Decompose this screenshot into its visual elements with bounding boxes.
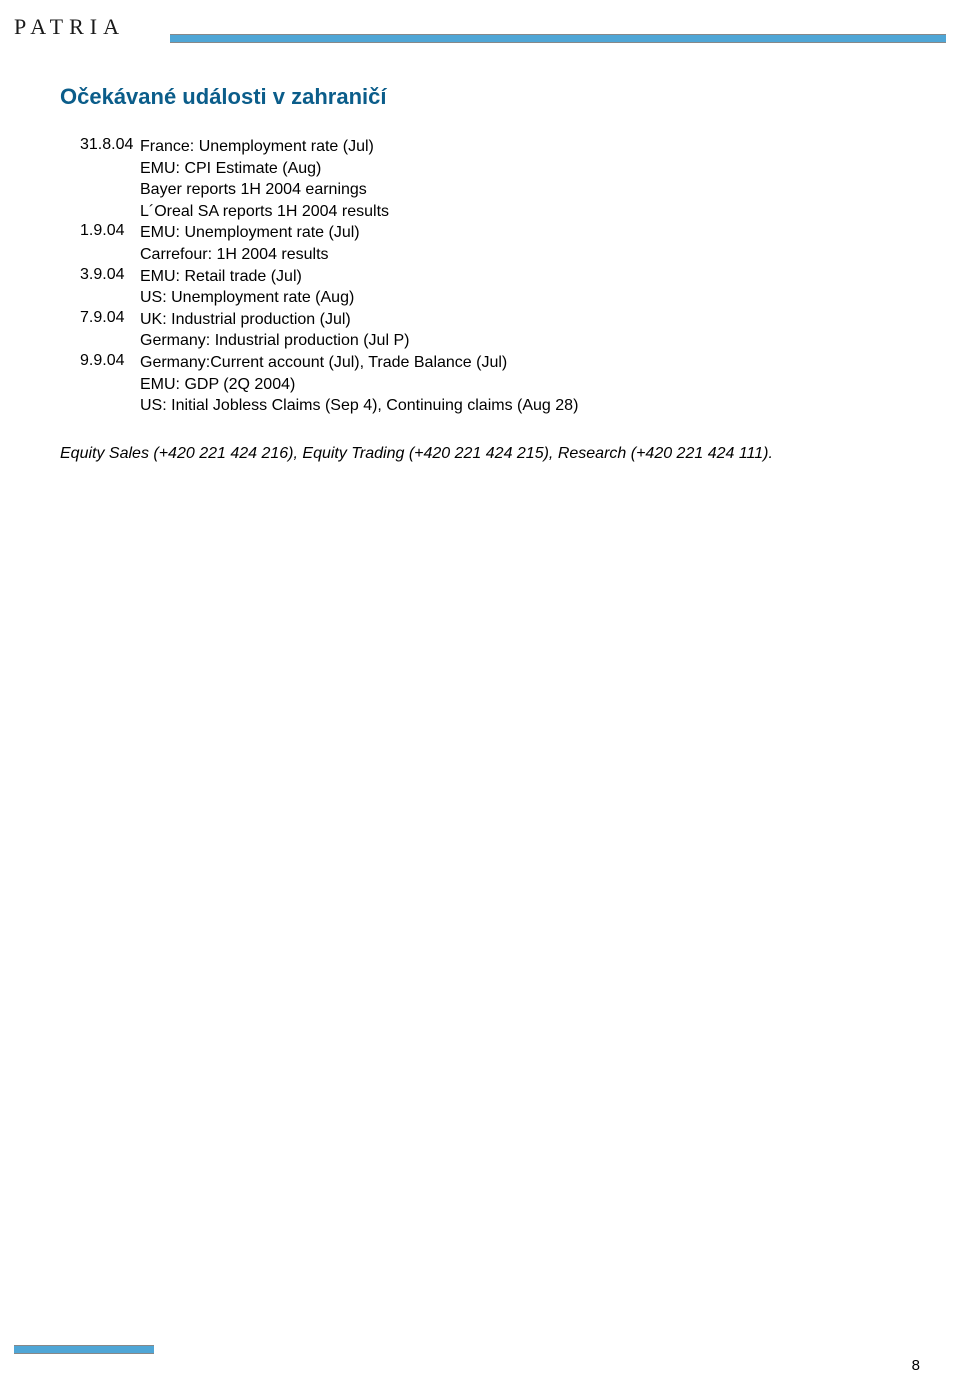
event-item: US: Unemployment rate (Aug) [140, 287, 900, 309]
events-table: 31.8.04 France: Unemployment rate (Jul) … [60, 136, 900, 417]
event-item: EMU: GDP (2Q 2004) [140, 374, 900, 396]
event-row: 31.8.04 France: Unemployment rate (Jul) … [60, 136, 900, 222]
event-items: France: Unemployment rate (Jul) EMU: CPI… [140, 136, 900, 222]
event-row: 9.9.04 Germany:Current account (Jul), Tr… [60, 352, 900, 417]
event-item: US: Initial Jobless Claims (Sep 4), Cont… [140, 395, 900, 417]
event-items: UK: Industrial production (Jul) Germany:… [140, 309, 900, 352]
footer-contact: Equity Sales (+420 221 424 216), Equity … [60, 445, 900, 463]
footer-accent-bar [14, 1345, 154, 1354]
page-title: Očekávané události v zahraničí [60, 84, 900, 110]
event-item: EMU: CPI Estimate (Aug) [140, 158, 900, 180]
event-item: Bayer reports 1H 2004 earnings [140, 179, 900, 201]
event-items: EMU: Unemployment rate (Jul) Carrefour: … [140, 222, 900, 265]
event-item: Germany:Current account (Jul), Trade Bal… [140, 352, 900, 374]
event-item: L´Oreal SA reports 1H 2004 results [140, 201, 900, 223]
event-item: France: Unemployment rate (Jul) [140, 136, 900, 158]
event-date: 1.9.04 [60, 222, 140, 240]
event-row: 3.9.04 EMU: Retail trade (Jul) US: Unemp… [60, 266, 900, 309]
event-date: 7.9.04 [60, 309, 140, 327]
event-date: 31.8.04 [60, 136, 140, 154]
event-items: Germany:Current account (Jul), Trade Bal… [140, 352, 900, 417]
page: PATRIA Očekávané události v zahraničí 31… [0, 12, 960, 1390]
event-item: UK: Industrial production (Jul) [140, 309, 900, 331]
event-item: EMU: Unemployment rate (Jul) [140, 222, 900, 244]
event-row: 7.9.04 UK: Industrial production (Jul) G… [60, 309, 900, 352]
header: PATRIA [0, 12, 960, 52]
content: Očekávané události v zahraničí 31.8.04 F… [0, 52, 960, 463]
header-accent-bar [170, 34, 946, 43]
event-items: EMU: Retail trade (Jul) US: Unemployment… [140, 266, 900, 309]
event-item: Germany: Industrial production (Jul P) [140, 330, 900, 352]
event-row: 1.9.04 EMU: Unemployment rate (Jul) Carr… [60, 222, 900, 265]
event-date: 9.9.04 [60, 352, 140, 370]
page-number: 8 [912, 1357, 920, 1374]
event-date: 3.9.04 [60, 266, 140, 284]
event-item: Carrefour: 1H 2004 results [140, 244, 900, 266]
brand-logo: PATRIA [14, 14, 125, 40]
event-item: EMU: Retail trade (Jul) [140, 266, 900, 288]
